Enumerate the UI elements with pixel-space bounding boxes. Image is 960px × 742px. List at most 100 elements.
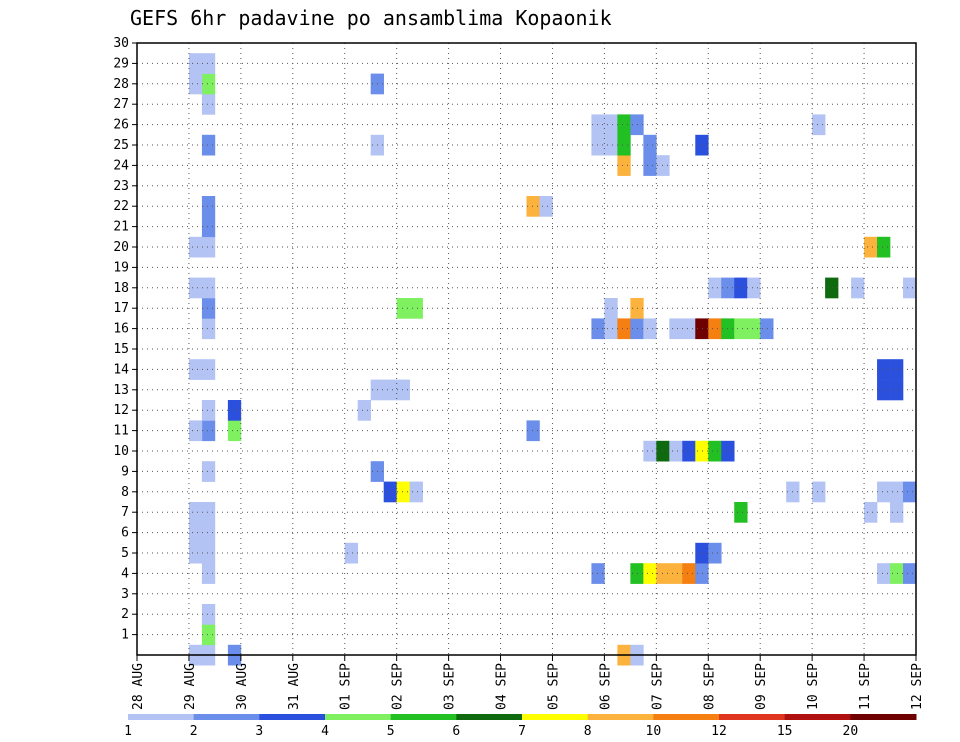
heatmap-cell — [617, 318, 631, 340]
heatmap-cell — [201, 359, 216, 380]
heatmap-cell — [526, 196, 540, 217]
x-tick-label: 28 AUG — [131, 663, 146, 710]
heatmap-cell — [188, 542, 203, 564]
x-tick-label: 01 SEP — [339, 663, 354, 710]
heatmap-cell — [539, 196, 553, 217]
colorbar-segment — [653, 714, 720, 720]
y-tick-label: 16 — [113, 322, 129, 337]
heatmap-cell — [201, 277, 216, 299]
x-tick-label: 02 SEP — [391, 663, 406, 710]
heatmap-cell — [747, 318, 761, 340]
colorbar-segment — [128, 714, 195, 720]
heatmap-cell — [396, 298, 410, 319]
heatmap-cell — [526, 420, 540, 442]
heatmap-cell — [903, 563, 917, 584]
colorbar-label: 7 — [518, 724, 526, 739]
heatmap-cell — [903, 277, 917, 299]
heatmap-cell — [591, 563, 605, 584]
colorbar-segment — [325, 714, 392, 720]
heatmap-cell — [201, 624, 216, 646]
heatmap-cell — [383, 481, 397, 503]
colorbar-segment — [193, 714, 260, 720]
colorbar: 1 2 3 4 5 6 7 8 10 12 15 20 — [124, 714, 917, 739]
heatmap-cell — [201, 318, 216, 340]
heatmap-cell — [890, 563, 904, 584]
heatmap-cell — [682, 318, 696, 340]
y-tick-label: 8 — [121, 485, 129, 500]
heatmap-cell — [682, 563, 696, 584]
heatmap-cell — [812, 481, 826, 503]
heatmap-cell — [877, 359, 891, 380]
y-tick-label: 17 — [113, 301, 129, 316]
y-tick-label: 19 — [113, 260, 129, 275]
y-axis: 1234567891011121314151617181920212223242… — [113, 36, 137, 643]
y-tick-label: 20 — [113, 240, 129, 255]
heatmap-cell — [708, 318, 722, 340]
x-tick-label: 11 SEP — [858, 663, 873, 710]
heatmap-cell — [604, 298, 618, 319]
heatmap-cell — [643, 440, 657, 462]
heatmap-cell — [201, 73, 216, 95]
y-tick-label: 21 — [113, 220, 129, 235]
y-tick-label: 2 — [121, 607, 129, 622]
heatmap-cell — [643, 563, 657, 584]
y-tick-label: 18 — [113, 281, 129, 296]
x-tick-label: 12 SEP — [910, 663, 925, 710]
heatmap-cells — [188, 53, 917, 666]
heatmap-cell — [695, 542, 709, 564]
heatmap-cell — [227, 420, 242, 442]
heatmap-cell — [864, 236, 878, 258]
heatmap-cell — [708, 440, 722, 462]
heatmap-cell — [604, 114, 618, 136]
x-tick-label: 04 SEP — [495, 663, 510, 710]
heatmap-cell — [188, 502, 203, 523]
colorbar-label: 20 — [843, 724, 859, 739]
colorbar-segment — [390, 714, 457, 720]
heatmap-cell — [201, 563, 216, 584]
heatmap-cell — [201, 53, 216, 74]
y-tick-label: 3 — [121, 587, 129, 602]
heatmap-cell — [669, 318, 683, 340]
x-tick-label: 29 AUG — [183, 663, 198, 710]
heatmap-cell — [825, 277, 839, 299]
x-axis: 28 AUG 29 AUG 30 AUG 31 AUG 01 SEP 02 SEP 03 S… — [131, 655, 925, 710]
heatmap-cell — [890, 379, 904, 401]
heatmap-cell — [591, 134, 605, 156]
colorbar-label: 12 — [711, 724, 727, 739]
heatmap-cell — [409, 298, 423, 319]
heatmap-cell — [695, 318, 709, 340]
y-tick-label: 23 — [113, 179, 129, 194]
heatmap-cell — [591, 318, 605, 340]
heatmap-cell — [201, 94, 216, 115]
y-tick-label: 12 — [113, 403, 129, 418]
y-tick-label: 28 — [113, 77, 129, 92]
heatmap-cell — [682, 440, 696, 462]
x-tick-label: 08 SEP — [702, 663, 717, 710]
y-tick-label: 22 — [113, 199, 129, 214]
heatmap-cell — [643, 134, 657, 156]
x-tick-label: 30 AUG — [235, 663, 250, 710]
heatmap-cell — [357, 400, 371, 421]
y-tick-label: 24 — [113, 158, 129, 173]
heatmap-cell — [617, 155, 631, 176]
heatmap-cell — [747, 277, 761, 299]
colorbar-label: 4 — [321, 724, 329, 739]
heatmap-cell — [344, 542, 359, 564]
heatmap-cell — [604, 134, 618, 156]
colorbar-label: 8 — [584, 724, 592, 739]
heatmap-cell — [877, 563, 891, 584]
heatmap-cell — [812, 114, 826, 136]
heatmap-cell — [890, 502, 904, 523]
y-tick-label: 5 — [121, 546, 129, 561]
heatmap-cell — [617, 114, 631, 136]
heatmap-cell — [643, 318, 657, 340]
heatmap-cell — [669, 563, 683, 584]
chart-title: GEFS 6hr padavine po ansamblima Kopaonik — [130, 6, 612, 30]
colorbar-label: 10 — [646, 724, 662, 739]
colorbar-label: 6 — [452, 724, 460, 739]
heatmap-cell — [734, 502, 748, 523]
heatmap-cell — [890, 481, 904, 503]
heatmap-cell — [643, 155, 657, 176]
x-tick-label: 05 SEP — [546, 663, 561, 710]
colorbar-label: 15 — [777, 724, 793, 739]
